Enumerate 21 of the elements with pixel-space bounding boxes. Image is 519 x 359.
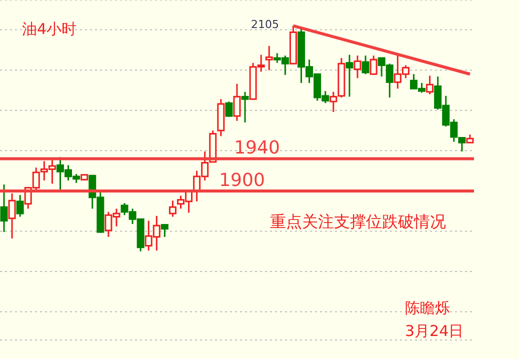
candlestick [225, 100, 233, 118]
candlestick [16, 194, 24, 218]
annotation: 陈瞻烁 [405, 299, 450, 318]
ref-line-label: 1900 [219, 170, 265, 191]
text: 油4小时 [22, 20, 77, 39]
candlestick [370, 54, 378, 76]
candlestick [168, 200, 176, 218]
candlestick [362, 54, 370, 75]
candlestick [241, 91, 249, 124]
candlestick [354, 54, 362, 79]
annotation: 重点关注支撑位跌破情况 [270, 212, 446, 233]
candlestick [0, 184, 8, 233]
candlestick [265, 45, 273, 71]
annotation: 3月24日 [405, 322, 464, 341]
candlestick [160, 223, 168, 238]
annotation: 2105 [251, 18, 279, 31]
candlestick [426, 74, 434, 96]
candlestick [346, 54, 354, 98]
ref-line-label: 1940 [234, 138, 280, 159]
candlestick [8, 192, 16, 240]
candlestick [233, 83, 241, 122]
